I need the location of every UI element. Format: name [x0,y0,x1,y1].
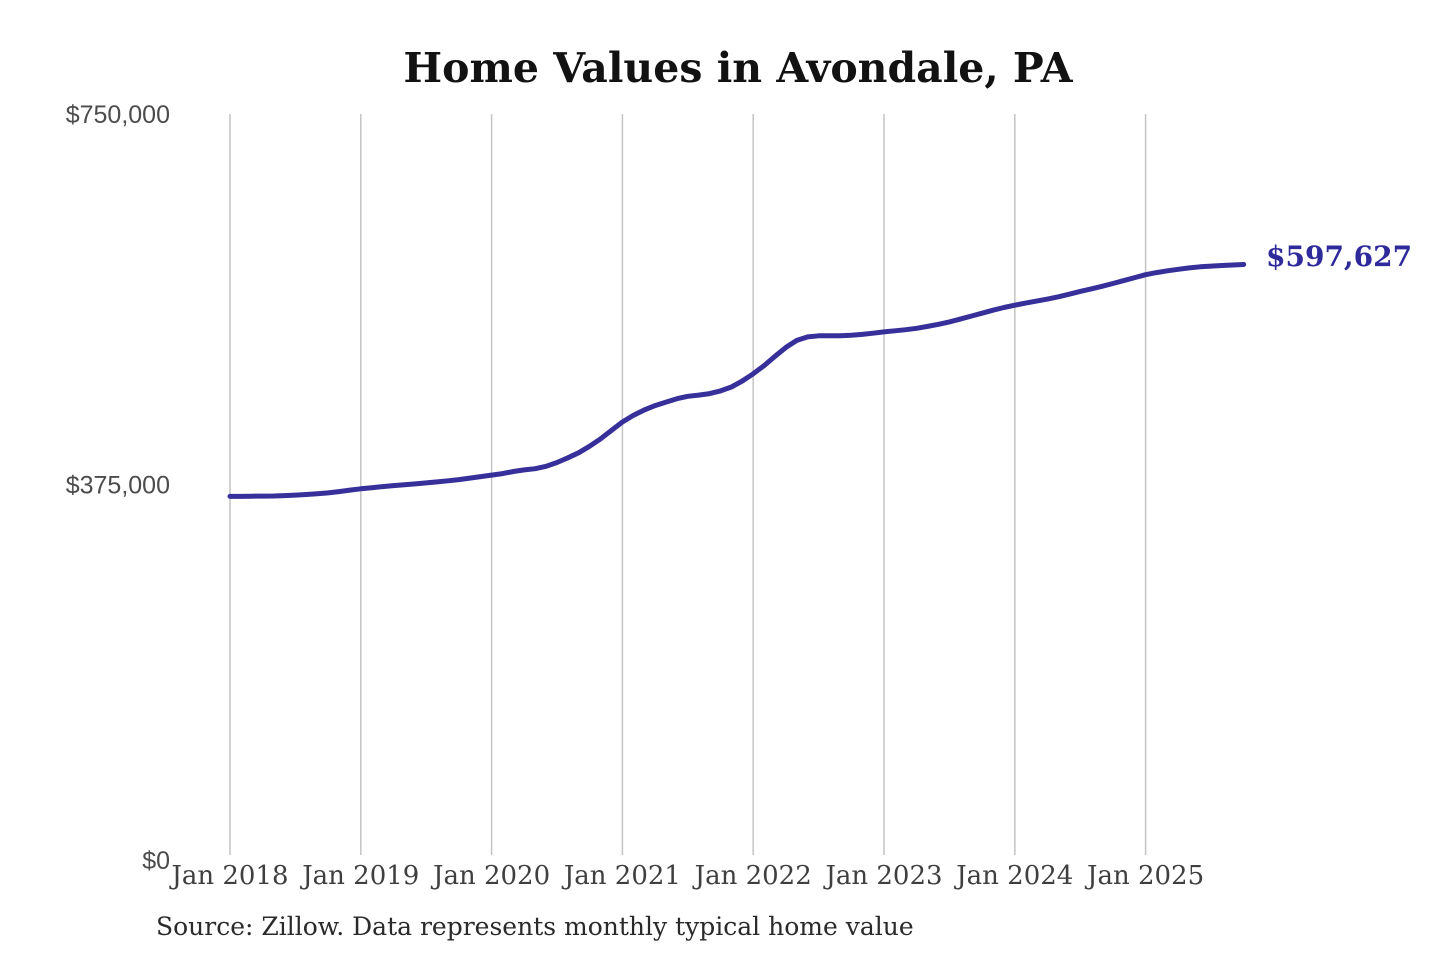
x-axis-tick-label: Jan 2024 [953,861,1073,891]
y-axis-tick-label: $750,000 [66,101,170,129]
home-value-series-line [227,262,1247,499]
source-note: Source: Zillow. Data represents monthly … [156,912,914,941]
x-axis-tick-label: Jan 2019 [299,861,419,891]
x-axis-tick-label: Jan 2025 [1084,861,1204,891]
x-axis-tick-label: Jan 2021 [561,861,681,891]
y-axis-tick-label: $0 [142,847,170,875]
y-axis-tick-label: $375,000 [66,472,170,500]
x-axis-tick-label: Jan 2018 [168,861,288,891]
latest-value-label: $597,627 [1266,240,1413,273]
x-axis-tick-label: Jan 2023 [822,861,942,891]
chart-title: Home Values in Avondale, PA [403,44,1073,92]
x-axis-tick-label: Jan 2020 [430,861,550,891]
x-axis-tick-label: Jan 2022 [692,861,812,891]
